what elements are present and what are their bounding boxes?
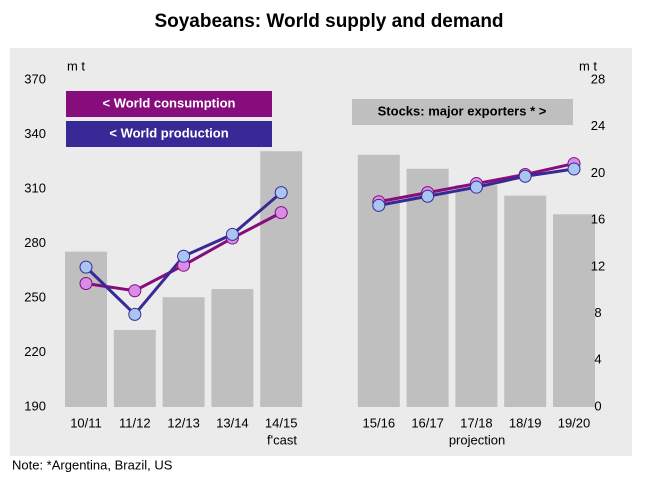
marker bbox=[372, 198, 386, 212]
marker bbox=[274, 186, 288, 200]
y-tick-label: 220 bbox=[24, 344, 46, 359]
legend-label: < World consumption bbox=[102, 95, 235, 110]
y2-tick-label: 20 bbox=[591, 165, 605, 180]
marker bbox=[469, 180, 483, 194]
x-tick-label: 16/17 bbox=[411, 415, 444, 430]
x-tick-label: 11/12 bbox=[119, 415, 151, 430]
y2-tick-label: 28 bbox=[591, 71, 605, 86]
y-tick-label: 340 bbox=[24, 126, 46, 141]
y-tick-label: 370 bbox=[24, 71, 46, 86]
x-tick-label: 19/20 bbox=[558, 415, 591, 430]
legend: < World consumption < World production Sto… bbox=[66, 91, 573, 147]
note: Note: *Argentina, Brazil, US bbox=[12, 457, 173, 472]
bar bbox=[455, 185, 498, 407]
marker bbox=[421, 189, 435, 203]
bar bbox=[162, 297, 205, 407]
annotation: projection bbox=[449, 432, 505, 447]
x-tick-label: 10/11 bbox=[70, 415, 102, 430]
bars bbox=[65, 151, 595, 407]
legend-label: Stocks: major exporters * > bbox=[378, 103, 547, 118]
legend-swatch bbox=[66, 91, 272, 117]
x-tick-label: 14/15 bbox=[265, 415, 298, 430]
marker bbox=[274, 206, 288, 220]
x-tick-label: 13/14 bbox=[216, 415, 249, 430]
marker bbox=[79, 276, 93, 290]
x-tick-label: 12/13 bbox=[167, 415, 200, 430]
marker bbox=[567, 162, 581, 176]
y-tick-label: 190 bbox=[24, 398, 46, 413]
legend-swatch bbox=[66, 121, 272, 147]
y-tick-label: 310 bbox=[24, 180, 46, 195]
bar bbox=[357, 154, 400, 407]
y2-tick-label: 16 bbox=[591, 212, 605, 227]
marker bbox=[128, 284, 142, 298]
bar bbox=[406, 168, 449, 407]
y-tick-label: 250 bbox=[24, 289, 46, 304]
x-tick-label: 18/19 bbox=[509, 415, 542, 430]
y2-axis-label: m t bbox=[579, 58, 597, 73]
legend-label: < World production bbox=[109, 125, 228, 140]
marker bbox=[225, 227, 239, 241]
chart-title: Soyabeans: World supply and demand bbox=[154, 11, 503, 32]
annotation: f'cast bbox=[267, 432, 297, 447]
y-tick-label: 280 bbox=[24, 235, 46, 250]
bar bbox=[504, 195, 547, 407]
y2-tick-label: 12 bbox=[591, 258, 605, 273]
lines bbox=[79, 157, 581, 321]
y-axis-label: m t bbox=[67, 58, 85, 73]
bar bbox=[113, 329, 156, 407]
marker bbox=[128, 307, 142, 321]
marker bbox=[177, 249, 191, 263]
bar bbox=[553, 214, 595, 407]
legend-swatch bbox=[352, 99, 573, 125]
y2-tick-label: 4 bbox=[594, 352, 601, 367]
y2-tick-label: 0 bbox=[594, 398, 601, 413]
x-tick-label: 17/18 bbox=[460, 415, 493, 430]
marker bbox=[518, 169, 532, 183]
bar bbox=[65, 251, 107, 407]
marker bbox=[79, 260, 93, 274]
y2-tick-label: 8 bbox=[594, 305, 601, 320]
bar bbox=[211, 289, 254, 407]
y2-tick-label: 24 bbox=[591, 118, 605, 133]
x-tick-label: 15/16 bbox=[363, 415, 396, 430]
